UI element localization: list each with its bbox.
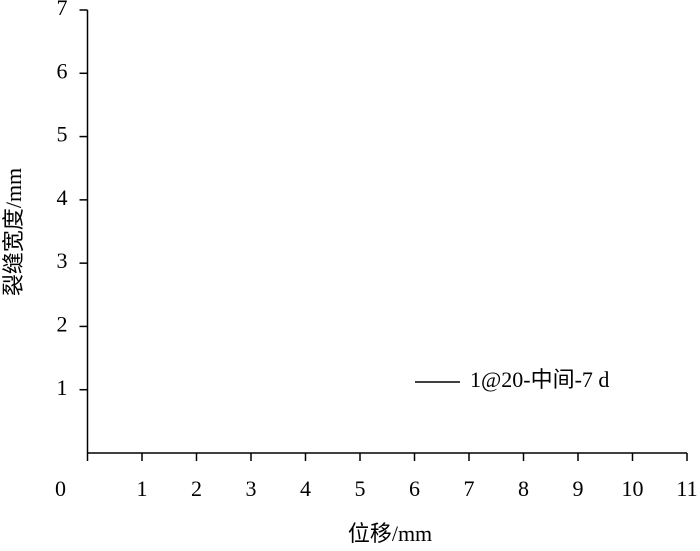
y-tick-label: 2 [57, 311, 68, 336]
x-tick-label: 9 [573, 476, 584, 501]
x-tick-label: 0 [55, 476, 66, 501]
x-axis-label: 位移/mm [348, 521, 432, 546]
x-tick-label: 3 [246, 476, 257, 501]
y-tick-label: 1 [57, 375, 68, 400]
y-tick-label: 6 [57, 58, 68, 83]
legend-label: 1@20-中间-7 d [470, 367, 609, 392]
y-tick-label: 7 [57, 0, 68, 20]
x-tick-label: 4 [300, 476, 311, 501]
x-tick-label: 1 [137, 476, 148, 501]
x-tick-label: 6 [409, 476, 420, 501]
x-tick-label: 2 [191, 476, 202, 501]
x-tick-label: 8 [518, 476, 529, 501]
x-tick-label: 5 [355, 476, 366, 501]
x-tick-label: 10 [622, 476, 644, 501]
x-tick-label: 7 [464, 476, 475, 501]
y-tick-label: 3 [57, 248, 68, 273]
y-axis-label: 裂缝宽度/mm [1, 168, 26, 296]
y-tick-label: 4 [57, 185, 68, 210]
y-tick-label: 5 [57, 122, 68, 147]
x-tick-label: 11 [676, 476, 697, 501]
